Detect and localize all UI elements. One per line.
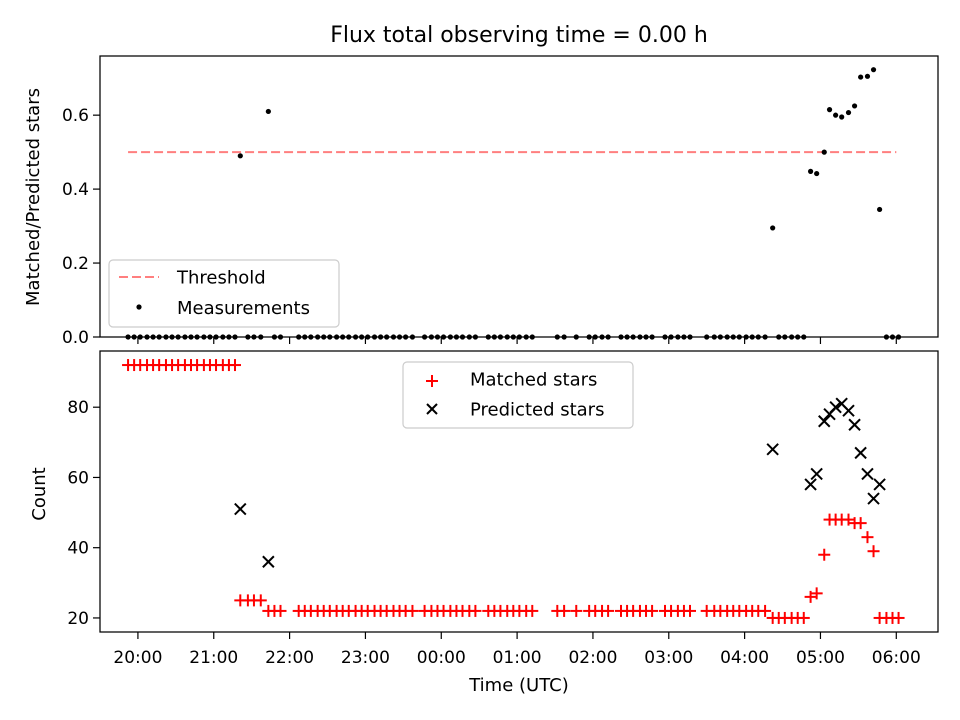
measurement-point <box>814 170 820 177</box>
matched-stars-point <box>818 548 831 561</box>
count-y-tick-label: 80 <box>67 398 89 418</box>
ratio-panel: 0.0 0.2 0.4 0.6 Matched/Predicted stars Thr… <box>23 55 939 348</box>
matched-stars-point <box>867 545 880 558</box>
predicted-stars-point <box>810 467 823 481</box>
x-tick-label: 22:00 <box>265 648 314 668</box>
count-y-tick-label: 20 <box>67 609 89 629</box>
x-tick-label: 21:00 <box>189 648 238 668</box>
legend-measurements-label: Measurements <box>177 298 310 319</box>
ratio-y-ticks: 0.0 0.2 0.4 0.6 <box>62 106 100 348</box>
chart-title: Flux total observing time = 0.00 h <box>330 23 708 48</box>
count-y-axis-label: Count <box>29 467 50 520</box>
ratio-legend: Threshold Measurements <box>108 259 340 328</box>
ratio-y-tick-label: 0.0 <box>62 328 89 348</box>
predicted-stars-point <box>262 555 275 568</box>
matched-stars-point <box>684 604 697 617</box>
measurement-point <box>821 149 827 155</box>
ratio-legend-box <box>108 259 340 328</box>
measurement-point <box>826 107 833 113</box>
matched-stars-point <box>892 611 905 624</box>
matched-stars-point <box>759 604 772 617</box>
legend-threshold-label: Threshold <box>176 268 266 289</box>
measurement-point <box>833 112 839 118</box>
predicted-stars-point <box>766 443 779 456</box>
matched-stars-point <box>228 359 241 372</box>
count-legend: Matched stars Predicted stars <box>402 361 634 429</box>
predicted-stars-point <box>234 502 247 516</box>
count-y-tick-label: 40 <box>67 539 89 559</box>
matched-stars-point <box>854 517 867 530</box>
matched-stars-point <box>804 590 817 603</box>
legend-predicted-label: Predicted stars <box>470 400 604 421</box>
measurement-point <box>839 114 845 120</box>
measurement-point <box>845 109 852 116</box>
legend-matched-swatch <box>426 375 438 387</box>
matched-stars-point <box>797 611 810 624</box>
legend-measurements-swatch <box>136 304 142 310</box>
measurement-point <box>858 74 864 80</box>
x-tick-label: 01:00 <box>493 648 542 668</box>
ratio-axes-frame <box>99 55 939 338</box>
predicted-stars-point <box>873 478 886 491</box>
matched-stars-point <box>558 604 571 617</box>
x-tick-label: 04:00 <box>720 648 769 668</box>
predicted-stars-point <box>854 446 867 460</box>
matched-stars-point <box>646 604 659 617</box>
x-tick-label: 05:00 <box>796 648 845 668</box>
ratio-y-tick-label: 0.4 <box>62 180 89 200</box>
count-axes-frame <box>99 350 939 633</box>
matched-stars-point <box>274 604 287 617</box>
matched-stars-point <box>406 604 419 617</box>
matched-stars-point <box>254 594 267 607</box>
count-y-ticks: 20 40 60 80 <box>67 398 100 629</box>
count-x-ticks: 20:00 21:00 22:00 23:00 00:00 01:00 02:00 03:00… <box>113 632 921 668</box>
x-axis-label: Time (UTC) <box>468 675 569 696</box>
matched-stars-point <box>861 531 874 544</box>
count-panel: 20 40 60 80 20:00 21:00 22:00 23:00 00:00 01:00 0… <box>29 350 939 696</box>
count-marks <box>122 359 905 624</box>
x-tick-label: 06:00 <box>872 648 921 668</box>
measurement-point <box>870 67 877 73</box>
predicted-stars-point <box>861 467 874 481</box>
predicted-stars-point <box>818 415 831 428</box>
matched-stars-point <box>570 604 583 617</box>
ratio-y-tick-label: 0.6 <box>62 106 89 126</box>
ratio-x-ticks <box>137 337 897 344</box>
measurement-point <box>770 225 776 231</box>
predicted-stars-point <box>829 400 842 414</box>
ratio-y-tick-label: 0.2 <box>62 254 89 274</box>
predicted-stars-point <box>848 418 861 431</box>
measurement-point <box>864 73 871 79</box>
legend-matched-label: Matched stars <box>470 370 597 391</box>
matched-stars-point <box>842 513 855 526</box>
ratio-y-axis-label: Matched/Predicted stars <box>23 88 44 306</box>
legend-predicted-swatch <box>426 403 438 415</box>
x-tick-label: 20:00 <box>113 648 162 668</box>
x-tick-label: 23:00 <box>341 648 390 668</box>
count-legend-box <box>402 361 634 429</box>
measurement-point <box>851 103 858 109</box>
x-tick-label: 03:00 <box>644 648 693 668</box>
count-y-tick-label: 60 <box>67 468 89 488</box>
matched-stars-point <box>602 604 615 617</box>
matched-stars-point <box>469 604 482 617</box>
x-tick-label: 02:00 <box>568 648 617 668</box>
measurement-point <box>877 206 883 213</box>
matched-stars-point <box>810 587 823 600</box>
predicted-stars-point <box>842 404 855 417</box>
measurement-point <box>265 108 271 115</box>
measurement-point <box>237 153 243 159</box>
matched-stars-point <box>526 604 539 617</box>
predicted-stars-point <box>804 478 817 491</box>
x-tick-label: 00:00 <box>417 648 466 668</box>
measurement-point <box>807 168 814 174</box>
predicted-stars-point <box>867 492 880 505</box>
